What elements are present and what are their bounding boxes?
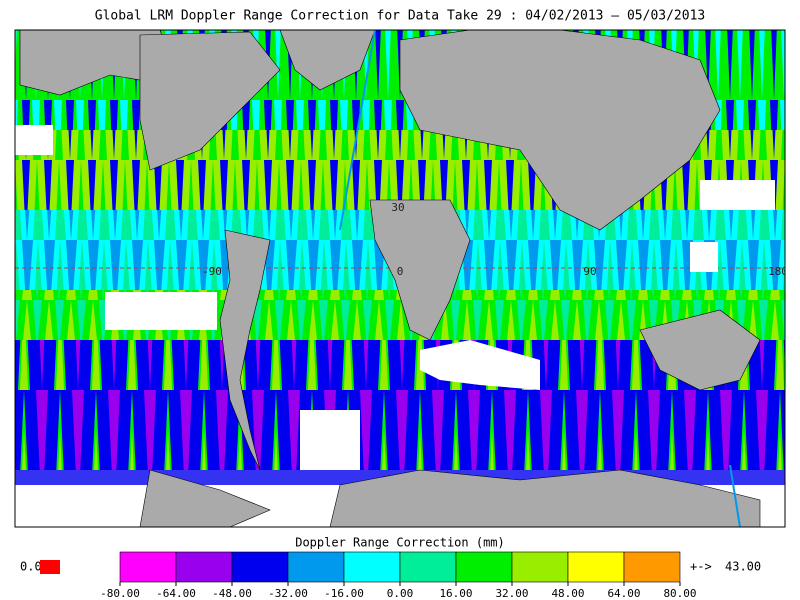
colorbar-segment: [119, 551, 177, 583]
colorbar-tick-label: -16.00: [324, 587, 364, 600]
colorbar-segment: [511, 551, 569, 583]
grid-label: 30: [391, 201, 404, 214]
colorbar-tick-label: -32.00: [268, 587, 308, 600]
colorbar-segment: [567, 551, 625, 583]
colorbar-segment: [455, 551, 513, 583]
colorbar-segment: [399, 551, 457, 583]
colorbar-segment: [231, 551, 289, 583]
low-label: 0.0: [20, 560, 42, 574]
map-frame: [14, 29, 786, 528]
colorbar-tick-label: 32.00: [495, 587, 528, 600]
colorbar-tick-label: 80.00: [663, 587, 696, 600]
high-label: 43.00: [725, 560, 761, 574]
grid-label: 90: [583, 265, 596, 278]
title: Global LRM Doppler Range Correction for …: [95, 9, 705, 24]
colorbar-tick-label: 48.00: [551, 587, 584, 600]
colorbar-tick-label: 0.00: [387, 587, 414, 600]
colorbar-tick-label: 64.00: [607, 587, 640, 600]
colorbar-tick-label: -48.00: [212, 587, 252, 600]
high-arrow: +->: [690, 560, 712, 574]
colorbar-segment: [287, 551, 345, 583]
colorbar-label: Doppler Range Correction (mm): [295, 536, 505, 550]
colorbar: -80.00 -64.00 -48.00 -32.00 -16.00 0.00 16.00 3…: [100, 551, 697, 600]
map: 30 -90 0 90 180: [15, 30, 788, 527]
grid-label: -90: [202, 265, 222, 278]
grid-label: 0: [397, 265, 404, 278]
colorbar-segment: [175, 551, 233, 583]
grid-label: 180: [768, 265, 788, 278]
colorbar-tick-label: -64.00: [156, 587, 196, 600]
colorbar-tick-label: 16.00: [439, 587, 472, 600]
colorbar-segment: [343, 551, 401, 583]
low-swatch: [40, 560, 60, 574]
colorbar-tick-label: -80.00: [100, 587, 140, 600]
colorbar-segment: [623, 551, 681, 583]
